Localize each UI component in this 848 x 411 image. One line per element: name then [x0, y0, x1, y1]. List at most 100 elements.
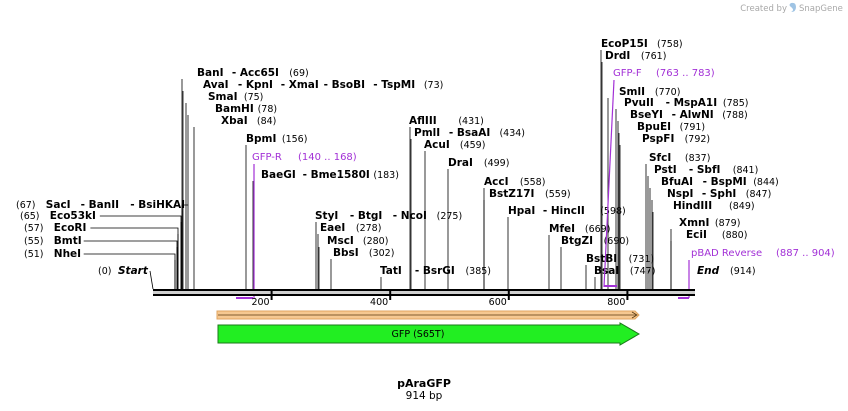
- backbone-bottom-strand: [153, 294, 695, 296]
- plasmid-length: 914 bp: [406, 390, 443, 402]
- site-separator: -: [81, 199, 85, 211]
- enzyme-name: BsaAI: [457, 127, 490, 139]
- enzyme-name: XmnI: [679, 217, 709, 229]
- restriction-site: SmlI (770): [619, 86, 680, 98]
- site-position: (791): [680, 122, 706, 133]
- enzyme-name: NspI: [667, 188, 693, 200]
- site-separator: -: [303, 169, 307, 181]
- site-separator: -: [350, 210, 354, 222]
- enzyme-name: AflIII: [409, 115, 437, 127]
- enzyme-name: PstI: [654, 164, 677, 176]
- enzyme-name: BbsI: [333, 247, 359, 259]
- site-separator: -: [373, 79, 377, 91]
- restriction-site: XmnI (879): [679, 217, 740, 229]
- primer-range: (887 .. 904): [776, 248, 835, 259]
- site-position: (434): [499, 128, 525, 139]
- site-separator: -: [281, 79, 285, 91]
- site-position: (73): [424, 80, 444, 91]
- site-separator: -: [543, 205, 547, 217]
- plasmid-name: pAraGFP: [397, 377, 451, 390]
- enzyme-name: XmaI: [289, 79, 319, 91]
- enzyme-name: BpmI: [246, 133, 276, 145]
- restriction-site: (65) Eco53kI: [20, 210, 96, 222]
- site-separator: -: [689, 164, 693, 176]
- restriction-site: BbsI (302): [333, 247, 394, 259]
- restriction-site: (51) NheI: [24, 248, 81, 260]
- restriction-site: BamHI (78): [215, 103, 277, 115]
- ruler-tick-label: 200: [251, 297, 269, 308]
- enzyme-name: BfuAI: [661, 176, 693, 188]
- primer-pbad-reverse-arrow: [678, 297, 689, 299]
- site-separator: -: [672, 109, 676, 121]
- enzyme-name: SphI: [710, 188, 736, 200]
- enzyme-name: BsrGI: [423, 265, 455, 277]
- enzyme-name: BpuEI: [637, 121, 671, 133]
- enzyme-name: BaeGI: [261, 169, 296, 181]
- enzyme-name: BsaI: [594, 265, 619, 277]
- enzyme-name: HincII: [551, 205, 585, 217]
- enzyme-name: HpaI: [508, 205, 535, 217]
- site-leader: [99, 215, 182, 289]
- enzyme-name: BamHI: [215, 103, 254, 115]
- restriction-site: BaeGI - Bme1580I (183): [261, 169, 399, 181]
- site-leader-lines: [83, 50, 672, 290]
- ruler-tick: [270, 291, 273, 300]
- site-position: (69): [289, 68, 309, 79]
- primer-name: GFP-R: [252, 152, 282, 163]
- restriction-site: AcuI (459): [424, 139, 485, 151]
- restriction-site: BpuEI (791): [637, 121, 705, 133]
- restriction-site: (55) BmtI: [24, 235, 82, 247]
- site-position: (559): [545, 189, 571, 200]
- end-label: End: [697, 265, 720, 277]
- site-position: (275): [437, 211, 463, 222]
- restriction-site: AccI (558): [484, 176, 545, 188]
- site-position: (84): [257, 116, 277, 127]
- enzyme-name: Bme1580I: [311, 169, 370, 181]
- site-position: (785): [723, 98, 749, 109]
- restriction-site: AflIII (431): [409, 115, 484, 127]
- feature-tracks: GFP (S65T): [216, 310, 640, 346]
- enzyme-name: BtgI: [358, 210, 382, 222]
- site-leader: [90, 227, 179, 289]
- enzyme-name: TspMI: [381, 79, 415, 91]
- enzyme-name: AccI: [484, 176, 508, 188]
- site-separator: -: [703, 176, 707, 188]
- enzyme-name: BstZ17I: [489, 188, 534, 200]
- site-position: (278): [356, 223, 382, 234]
- enzyme-name: StyI: [315, 210, 338, 222]
- site-position: (847): [746, 189, 772, 200]
- site-position: (788): [722, 110, 748, 121]
- site-position: (57): [24, 223, 44, 234]
- site-position: (78): [258, 104, 278, 115]
- primer-gfp-f-arrow: [604, 285, 617, 287]
- enzyme-name: MscI: [327, 235, 354, 247]
- site-position: (837): [685, 153, 711, 164]
- enzyme-name: EciI: [686, 229, 707, 241]
- ruler-tick: [389, 291, 392, 300]
- restriction-site: PstI - SbfI (841): [654, 164, 758, 176]
- enzyme-name: AvaI: [203, 79, 229, 91]
- restriction-site: EcoP15I (758): [601, 38, 683, 50]
- feature-gfp-label: GFP (S65T): [392, 329, 445, 340]
- ruler-tick: [626, 291, 629, 300]
- restriction-site: BanI - Acc65I (69): [197, 67, 309, 79]
- enzyme-name: AcuI: [424, 139, 450, 151]
- restriction-site: DrdI (761): [605, 50, 666, 62]
- site-separator: -: [702, 188, 706, 200]
- feature-gfp-arrow: [217, 322, 640, 346]
- restriction-site: SmaI (75): [208, 91, 263, 103]
- restriction-site: HpaI - HincII (598): [508, 205, 626, 217]
- restriction-site: XbaI (84): [221, 115, 276, 127]
- restriction-site: MfeI (669): [549, 223, 610, 235]
- site-position: (459): [460, 140, 486, 151]
- restriction-site: AvaI - KpnI - XmaI - BsoBI - TspMI (73): [203, 79, 443, 91]
- site-position: (669): [585, 224, 611, 235]
- primer-leader: [603, 79, 615, 288]
- primer-range: (140 .. 168): [298, 152, 357, 163]
- site-position: (844): [753, 177, 779, 188]
- map-title: pAraGFP 914 bp: [397, 377, 451, 402]
- enzyme-name: BseYI: [630, 109, 663, 121]
- restriction-site: PvuII - MspA1I (785): [624, 97, 748, 109]
- enzyme-name: SfcI: [649, 152, 671, 164]
- start-label: Start: [118, 265, 149, 277]
